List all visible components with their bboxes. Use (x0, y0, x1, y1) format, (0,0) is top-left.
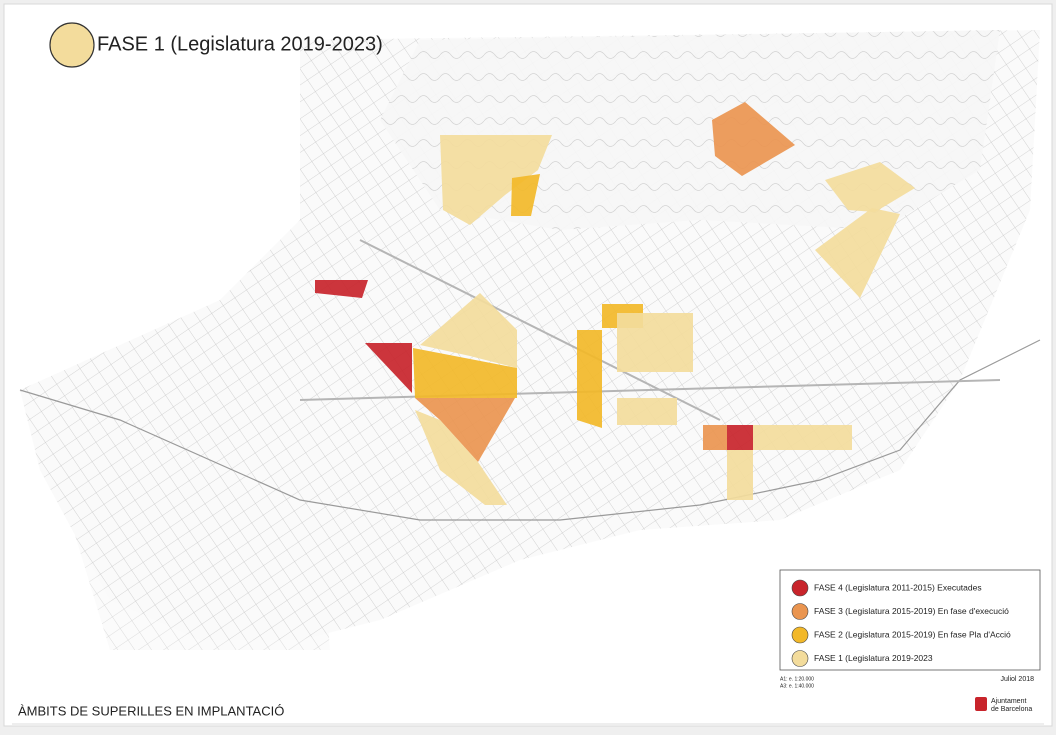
footer-title: ÀMBITS DE SUPERILLES EN IMPLANTACIÓ (18, 703, 284, 718)
zone (440, 135, 552, 225)
legend-swatch (791, 579, 809, 597)
zone (617, 398, 677, 425)
legend-label: FASE 2 (Legislatura 2015-2019) En fase P… (814, 629, 1011, 639)
scale: A3: e. 1:40.000 (780, 683, 814, 689)
header-title: FASE 1 (Legislatura 2019-2023) (97, 33, 383, 55)
legend-swatch (791, 626, 809, 644)
legend-label: FASE 4 (Legislatura 2011-2015) Executade… (814, 582, 982, 592)
zone (415, 398, 515, 462)
scale: A1: e. 1:20.000 (780, 676, 814, 682)
main-road (359, 239, 721, 421)
legend: FASE 4 (Legislatura 2011-2015) Executade… (791, 579, 1011, 667)
zone (712, 102, 795, 176)
zone (753, 425, 852, 450)
zone (815, 208, 900, 298)
legend-label: FASE 3 (Legislatura 2015-2019) En fase d… (814, 606, 1009, 616)
coastline (19, 339, 1041, 521)
zones (315, 102, 915, 505)
logo-text: de Barcelona (991, 706, 1032, 713)
zone (365, 343, 412, 393)
zone (415, 410, 507, 505)
logo-mark (975, 697, 987, 711)
header-swatch (49, 22, 95, 68)
zone (420, 293, 517, 368)
zone (727, 450, 753, 500)
zone (727, 425, 753, 450)
legend-swatch (791, 650, 809, 667)
zone (413, 348, 517, 398)
zone (315, 280, 368, 298)
zone (703, 425, 727, 450)
logo-text: Ajuntament (991, 698, 1026, 705)
legend-swatch (791, 603, 809, 620)
legend-box (779, 569, 1041, 671)
zone (617, 313, 693, 372)
legend-label: FASE 1 (Legislatura 2019-2023 (814, 653, 933, 663)
zone (577, 330, 602, 428)
zone (511, 174, 540, 216)
port (40, 420, 330, 650)
date: Juliol 2018 (1001, 676, 1035, 683)
zone (825, 162, 915, 212)
